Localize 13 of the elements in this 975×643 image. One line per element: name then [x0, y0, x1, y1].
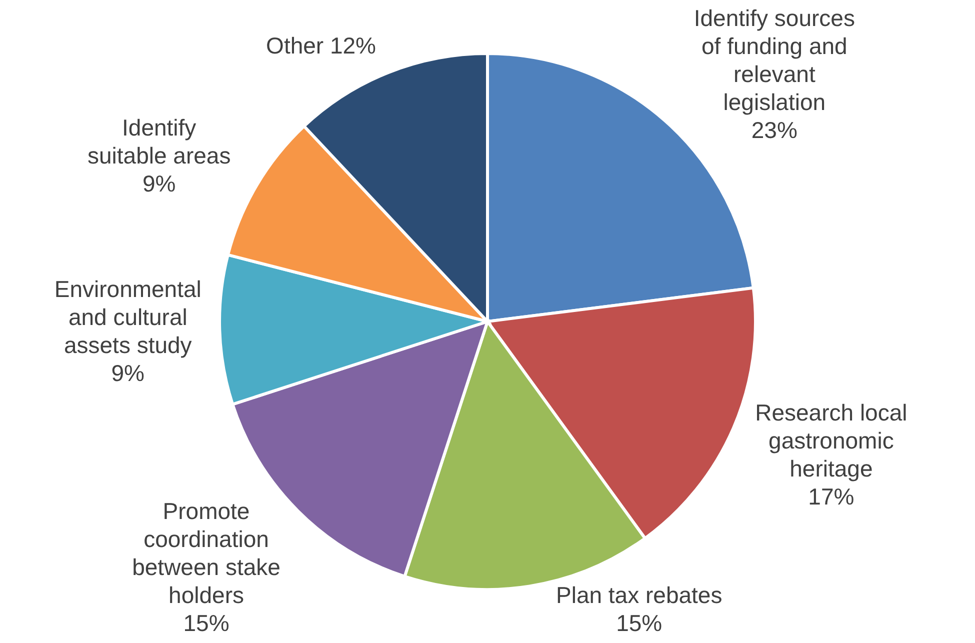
data-label: 15% [183, 610, 230, 636]
data-label: 23% [751, 117, 798, 143]
slice-label: Identify sources of funding and relevant legislation [694, 5, 855, 115]
slice-label: Promote coordination between stake holders [132, 498, 280, 608]
data-label: 9% [111, 360, 145, 386]
slice-label: Identify suitable areas [88, 114, 231, 169]
data-label: 15% [616, 610, 662, 636]
slice-label: Other 12% [266, 32, 376, 58]
slice-label: Environmental and cultural assets study [54, 276, 202, 358]
slice-label: Research local gastronomic heritage [755, 400, 908, 482]
slice-label: Plan tax rebates [556, 582, 722, 608]
data-label: 9% [142, 170, 176, 197]
data-label: 17% [808, 484, 854, 510]
